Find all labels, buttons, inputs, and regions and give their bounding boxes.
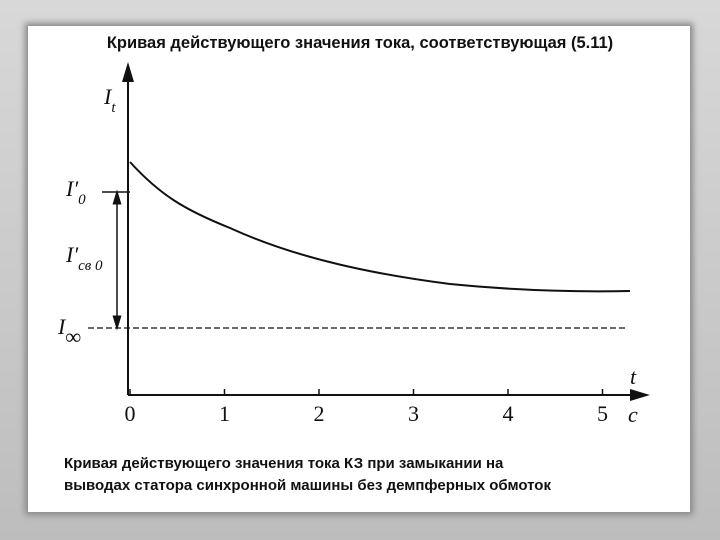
x-axis-label: t xyxy=(630,364,637,389)
isv0-label: I′св 0 xyxy=(65,242,103,274)
x-tick-label: 0 xyxy=(125,401,136,426)
x-tick-label: 4 xyxy=(503,401,514,426)
title: Кривая действующего значения тока, соотв… xyxy=(107,34,613,52)
i0-label: I′0 xyxy=(65,176,86,208)
label-sub: t xyxy=(111,100,116,116)
y-axis-label: It xyxy=(103,84,116,116)
caption-line: Кривая действующего значения тока КЗ при… xyxy=(64,455,504,472)
label-main: I xyxy=(57,314,67,339)
x-unit-label: c xyxy=(628,402,638,427)
x-tick-label: 2 xyxy=(314,401,325,426)
caption-line: выводах статора синхронной машины без де… xyxy=(64,477,551,494)
current-curve xyxy=(129,161,631,293)
label-main: I xyxy=(103,84,113,109)
x-tick-label: 5 xyxy=(597,401,608,426)
x-tick-label: 3 xyxy=(408,401,419,426)
label-main: I′ xyxy=(65,242,79,267)
label-sub: 0 xyxy=(78,192,86,208)
label-sub: св 0 xyxy=(78,258,103,274)
x-tick-label: 1 xyxy=(219,401,230,426)
label-main: I′ xyxy=(65,176,79,201)
label-sub: ∞ xyxy=(65,324,81,349)
iinf-label: I∞ xyxy=(57,314,81,349)
